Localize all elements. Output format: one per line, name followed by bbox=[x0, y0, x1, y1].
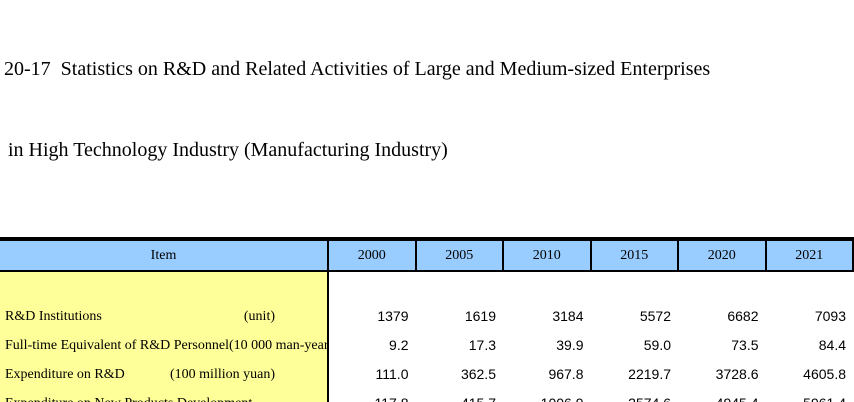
item-cell: Full-time Equivalent of R&D Personnel(10… bbox=[0, 331, 329, 360]
table-row-rd-personnel: Full-time Equivalent of R&D Personnel(10… bbox=[0, 331, 854, 360]
value-cell: 7093 bbox=[814, 308, 846, 324]
value-cell: 1379 bbox=[377, 308, 409, 324]
header-year-2005: 2005 bbox=[414, 241, 503, 270]
table-header-row: Item 2000 2005 2010 2015 2020 2021 bbox=[0, 241, 854, 272]
value-cell: 17.3 bbox=[468, 337, 496, 353]
value-cell: 39.9 bbox=[556, 337, 584, 353]
table-row-rd-expenditure: Expenditure on R&D (100 million yuan) 11… bbox=[0, 360, 854, 389]
value-cell: 59.0 bbox=[643, 337, 671, 353]
value-cell: 362.5 bbox=[460, 366, 496, 382]
header-year-2015: 2015 bbox=[589, 241, 678, 270]
header-year-2020: 2020 bbox=[677, 241, 765, 270]
header-year-2000: 2000 bbox=[327, 241, 415, 270]
statistics-table: Item 2000 2005 2010 2015 2020 2021 R&D I… bbox=[0, 237, 854, 402]
item-cell: R&D Institutions (unit) bbox=[0, 302, 329, 331]
page-title: 20-17 Statistics on R&D and Related Acti… bbox=[4, 2, 854, 218]
value-cell: 2219.7 bbox=[628, 366, 671, 382]
item-cell: Expenditure on R&D (100 million yuan) bbox=[0, 360, 329, 389]
value-cell: 117.8 bbox=[329, 389, 417, 402]
value-cell: 5572 bbox=[639, 308, 671, 324]
header-item: Item bbox=[150, 248, 177, 263]
value-cell: 415.7 bbox=[417, 389, 505, 402]
header-year-2021: 2021 bbox=[764, 241, 854, 270]
value-cell: 9.2 bbox=[389, 337, 409, 353]
page-title-line1: 20-17 Statistics on R&D and Related Acti… bbox=[4, 58, 711, 80]
value-cell: 111.0 bbox=[375, 366, 409, 382]
item-column-background bbox=[0, 272, 329, 402]
value-cell: 73.5 bbox=[731, 337, 759, 353]
value-cell: 84.4 bbox=[818, 337, 846, 353]
table-row-rd-institutions: R&D Institutions (unit) 1379 1619 3184 5… bbox=[0, 302, 854, 331]
item-cell: Expenditure on New Products Development bbox=[0, 389, 329, 402]
value-cell: 4945.4 bbox=[679, 389, 767, 402]
item-name: R&D Institutions bbox=[5, 309, 102, 324]
value-cell: 3728.6 bbox=[715, 366, 759, 382]
table-rows: R&D Institutions (unit) 1379 1619 3184 5… bbox=[0, 272, 854, 402]
value-cell: 4605.8 bbox=[803, 366, 846, 382]
table-body: R&D Institutions (unit) 1379 1619 3184 5… bbox=[0, 272, 854, 402]
value-cell: 3184 bbox=[552, 308, 584, 324]
value-cell: 1619 bbox=[464, 308, 496, 324]
item-name: Expenditure on New Products Development bbox=[5, 389, 252, 402]
item-name: Full-time Equivalent of R&D Personnel(10… bbox=[5, 338, 329, 353]
item-name: Expenditure on R&D bbox=[5, 367, 125, 382]
value-cell: 5961.4 bbox=[767, 389, 854, 402]
value-cell: 6682 bbox=[727, 308, 759, 324]
item-unit: (100 million yuan) bbox=[170, 367, 275, 382]
value-cell: 1006.9 bbox=[504, 389, 592, 402]
value-cell: 2574.6 bbox=[592, 389, 680, 402]
value-cell: 967.8 bbox=[548, 366, 584, 382]
table-row-new-products-expenditure: Expenditure on New Products Development … bbox=[0, 389, 854, 402]
header-year-2010: 2010 bbox=[502, 241, 590, 270]
page-title-line2: in High Technology Industry (Manufacturi… bbox=[8, 139, 448, 161]
item-unit: (unit) bbox=[243, 309, 275, 324]
